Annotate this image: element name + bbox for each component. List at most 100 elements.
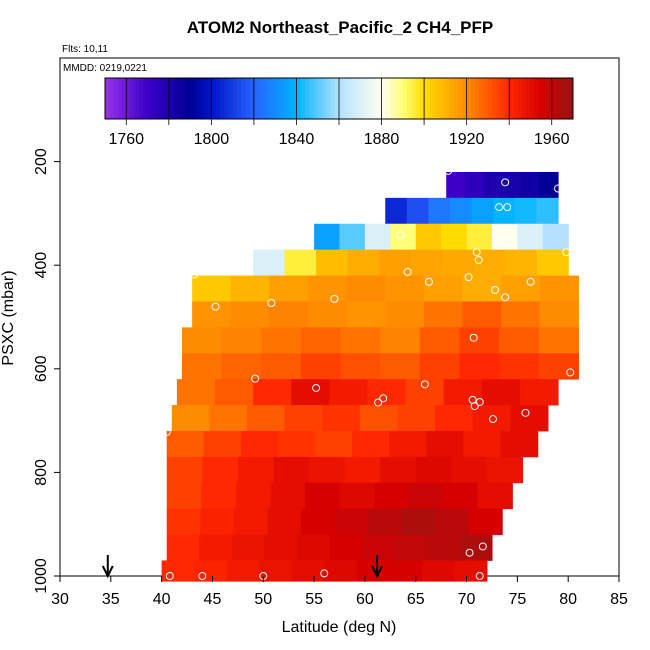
heatmap-cell	[367, 508, 403, 535]
heatmap-cell	[367, 379, 407, 406]
heatmap-cell	[410, 249, 443, 276]
colorbar-segment	[504, 78, 510, 119]
colorbar-segment	[253, 78, 259, 119]
heatmap-cell	[408, 482, 444, 510]
sample-point	[521, 408, 530, 417]
x-tick-label: 70	[458, 591, 476, 608]
colorbar-segment	[551, 78, 557, 119]
heatmap-cell	[215, 379, 254, 406]
heatmap-cell	[269, 275, 309, 302]
colorbar-segment	[462, 78, 468, 119]
colorbar-segment	[151, 78, 157, 119]
sample-point	[465, 548, 474, 557]
colorbar-segment	[219, 78, 225, 119]
heatmap-cell	[334, 508, 369, 535]
colorbar-segment	[173, 78, 178, 119]
colorbar-segment	[479, 78, 485, 119]
heatmap-cell	[359, 405, 399, 432]
colorbar-segment	[407, 78, 412, 119]
colorbar-segment	[483, 78, 489, 119]
x-tick-label: 35	[102, 591, 120, 608]
heatmap-cell	[374, 482, 410, 510]
colorbar-segment	[364, 78, 370, 119]
heatmap-cell	[166, 482, 202, 510]
colorbar-segment	[449, 78, 455, 119]
heatmap-cell	[500, 430, 539, 458]
colorbar-segment	[390, 78, 395, 119]
heatmap-cell	[538, 327, 579, 354]
colorbar-segment	[202, 78, 208, 119]
heatmap-cell	[477, 482, 513, 510]
colorbar-segment	[109, 78, 114, 119]
colorbar-segment	[475, 78, 480, 119]
colorbar-segment	[249, 78, 255, 119]
colorbar-segment	[343, 78, 348, 119]
arrows-layer	[101, 555, 383, 579]
colorbar-tick-label: 1960	[534, 131, 570, 148]
colorbar-segment	[487, 78, 493, 119]
y-tick-label: 200	[33, 148, 50, 175]
colorbar-segment	[130, 78, 136, 119]
heatmap-cell	[389, 430, 427, 458]
heatmap-cell	[352, 430, 390, 458]
heatmap-cell	[300, 327, 342, 354]
heatmap-cell	[385, 197, 408, 225]
heatmap-cell	[181, 353, 223, 380]
heatmap-cell	[536, 249, 569, 276]
heatmap-cell	[435, 405, 474, 432]
colorbar-segment	[143, 78, 149, 119]
heatmap-cell	[171, 405, 211, 432]
colorbar-segment	[419, 78, 425, 119]
sample-point	[475, 397, 484, 406]
heatmap-cell	[329, 379, 369, 406]
x-tick-label: 80	[559, 591, 577, 608]
heatmap-cell	[401, 508, 436, 535]
sample-point	[474, 256, 483, 265]
heatmap-cell	[269, 301, 309, 328]
colorbar-segment	[309, 78, 314, 119]
heatmap-cell	[493, 197, 516, 225]
heatmap-cell	[443, 482, 479, 510]
heatmap-cell	[235, 482, 271, 510]
colorbar-segment	[228, 78, 234, 119]
sample-point	[198, 572, 207, 580]
sample-point	[526, 277, 535, 286]
heatmap-cell	[462, 275, 502, 302]
heatmap-cell	[419, 353, 461, 380]
sample-point	[472, 248, 481, 257]
heatmap-cell	[329, 534, 363, 561]
colorbar-segment	[279, 78, 285, 119]
colorbar-segment	[517, 78, 523, 119]
heatmap-cell	[491, 223, 518, 251]
heatmap-cell	[314, 223, 341, 251]
sample-point	[320, 569, 329, 578]
heatmap-cell	[264, 534, 298, 561]
heatmap-cell	[454, 560, 488, 582]
heatmap-cell	[199, 534, 233, 561]
heatmap-cell	[231, 534, 265, 561]
colorbar-segment	[441, 78, 446, 119]
heatmap-cell	[307, 301, 348, 328]
heatmap-cell	[459, 327, 500, 354]
colorbar-segment	[283, 78, 289, 119]
colorbar-segment	[543, 78, 548, 119]
heatmap-cell	[233, 508, 268, 535]
heatmap-cell	[361, 534, 395, 561]
y-axis-label: PSXC (mbar)	[0, 270, 17, 365]
heatmap-cell	[385, 301, 425, 328]
colorbar-segment	[181, 78, 187, 119]
x-axis-label: Latitude (deg N)	[282, 619, 397, 636]
heatmap-cell	[426, 430, 465, 458]
colorbar-segment	[436, 78, 442, 119]
heatmap-cell	[459, 534, 493, 561]
colorbar-segment	[194, 78, 200, 119]
heatmap-cell	[267, 508, 302, 535]
sample-point	[488, 415, 497, 424]
heatmap-cell	[166, 456, 203, 484]
heatmap-cell	[499, 353, 540, 380]
sample-point	[469, 333, 478, 342]
y-tick-label: 400	[33, 252, 50, 279]
heatmap-cell	[502, 171, 522, 199]
heatmap-cell	[181, 327, 223, 354]
colorbar-segment	[113, 78, 119, 119]
